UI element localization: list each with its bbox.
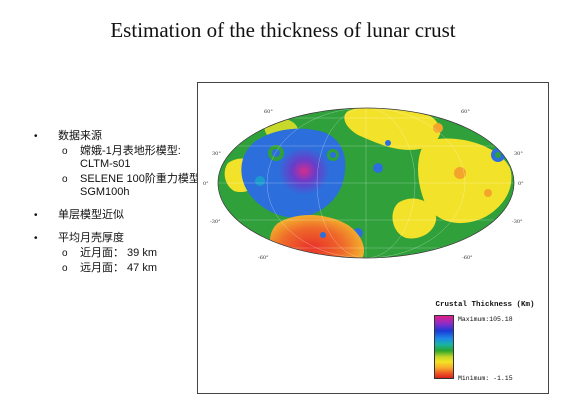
orange-spot [484,189,492,197]
sub-bullet-marker: o [62,146,68,157]
bullet-list: • 数据来源 o 嫦娥-1月表地形模型: CLTM-s01 o SELENE 1… [34,130,204,285]
sub-bullet-marker: o [62,248,68,259]
blue-crater-center [330,152,336,158]
sub-bullet-gravity: o SELENE 100阶重力模型: SGM100h [58,173,204,199]
bullet-average-thickness: • 平均月壳厚度 o 近月面： 39 km o 远月面： 47 km [34,232,204,275]
bullet-dot: • [34,131,38,142]
map-outline [217,107,515,259]
bullet-dot: • [34,210,38,221]
bullet-text: 单层模型近似 [58,209,124,221]
sub-bullet-farside: o 远月面： 47 km [58,262,204,275]
bullet-dot: • [34,233,38,244]
crust-thickness-map: 60° 30° 0° -30° -60° 60° 30° 0° -30° -60… [203,107,524,261]
sub-bullet-text: 近月面： 39 km [80,247,158,259]
bullet-data-source: • 数据来源 o 嫦娥-1月表地形模型: CLTM-s01 o SELENE 1… [34,130,204,199]
lat-label-60n: 60° [264,109,273,115]
lat-label-60n-right: 60° [461,109,470,115]
lat-label-30s-right: -30° [512,219,523,225]
sub-bullet-nearside: o 近月面： 39 km [58,247,204,260]
sub-bullet-marker: o [62,174,68,185]
color-scale-bar [434,315,454,379]
blue-crater [373,163,383,173]
bullet-single-layer: • 单层模型近似 [34,209,204,222]
legend-title: Crustal Thickness (Km) [435,301,535,309]
sub-bullet-text: SELENE 100阶重力模型: SGM100h [80,173,203,198]
lat-label-0: 0° [203,181,209,187]
lat-label-30s: -30° [210,219,221,225]
yellow-highland-east [418,138,512,224]
slide-title: Estimation of the thickness of lunar cru… [110,18,456,42]
sub-bullet-text: 远月面： 47 km [80,262,158,274]
south-pole-aitken-basin [270,214,364,258]
lat-label-0-right: 0° [518,181,524,187]
green-crater-center [495,152,501,158]
cyan-crater [255,176,265,186]
lat-label-60s: -60° [258,255,269,261]
orange-spot [433,123,443,133]
bullet-text: 平均月壳厚度 [58,232,124,244]
legend-maximum: Maximum:105.18 [458,316,513,323]
blue-crater-center [272,149,280,157]
sub-bullet-topography: o 嫦娥-1月表地形模型: CLTM-s01 [58,145,204,171]
mare-imbrium-region [278,147,330,195]
legend-minimum: Minimum: -1.15 [458,375,513,382]
bullet-text: 数据来源 [58,130,102,142]
blue-crater [320,232,326,238]
sub-bullet-marker: o [62,263,68,274]
lat-label-60s-right: -60° [462,255,473,261]
lat-label-30n-right: 30° [514,151,523,157]
color-legend: Crustal Thickness (Km) Maximum:105.18 Mi… [430,301,540,387]
crust-thickness-map-panel: 60° 30° 0° -30° -60° 60° 30° 0° -30° -60… [197,82,549,394]
blue-crater [385,140,391,146]
yellow-highland-north [344,108,441,150]
orange-spot [454,167,466,179]
yellow-highland-south [392,198,437,239]
lat-label-30n: 30° [212,151,221,157]
sub-bullet-text: 嫦娥-1月表地形模型: CLTM-s01 [80,145,181,170]
